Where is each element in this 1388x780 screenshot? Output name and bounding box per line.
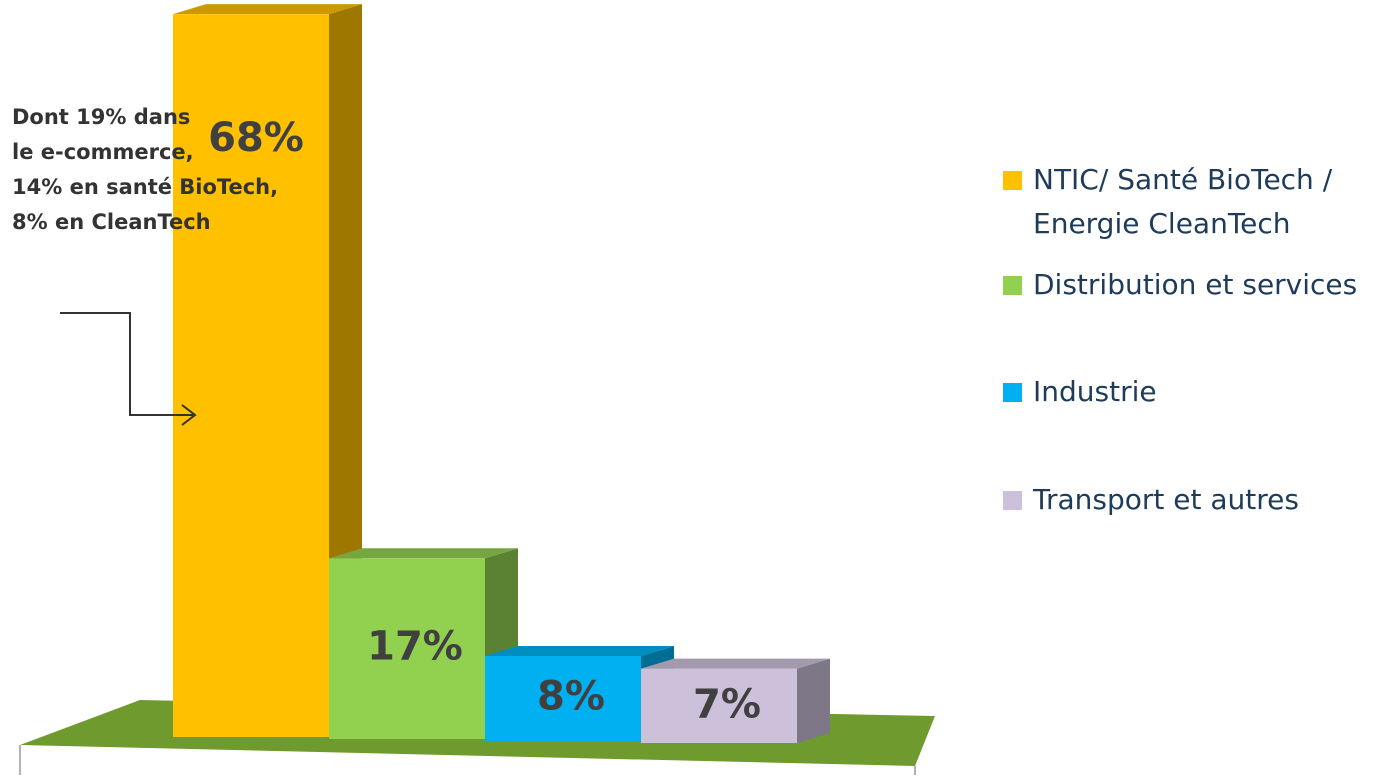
bar-top	[485, 645, 674, 656]
legend-label: Distribution et services	[1033, 268, 1358, 301]
legend-label: Transport et autres	[1033, 483, 1299, 516]
legend-label: NTIC/ Santé BioTech / Energie CleanTech	[1033, 163, 1333, 240]
legend-swatch	[1003, 383, 1022, 402]
legend-label: Industrie	[1033, 375, 1157, 408]
legend-swatch	[1003, 276, 1022, 295]
value-label: 7%	[693, 682, 761, 728]
annotation-line: 8% en CleanTech	[12, 210, 211, 234]
value-label: 17%	[367, 624, 463, 670]
bar-front	[173, 14, 329, 738]
bar-front	[329, 558, 485, 739]
legend-swatch	[1003, 491, 1022, 510]
bar-top	[329, 548, 518, 559]
annotation: Dont 19% dans le e-commerce, 14% en santé …	[12, 100, 278, 240]
legend-swatch	[1003, 171, 1022, 190]
annotation-line: 14% en santé BioTech,	[12, 175, 279, 199]
annotation-line: Dont 19% dans	[12, 105, 191, 129]
bar-front	[485, 655, 641, 741]
bar-side	[797, 658, 830, 743]
value-label: 68%	[208, 115, 304, 161]
value-labels: 68% 17% 8% 7%	[208, 115, 761, 728]
bar-top	[641, 658, 830, 669]
bar	[641, 658, 830, 743]
bars	[173, 4, 830, 743]
annotation-arrow	[60, 312, 197, 426]
annotation-line: le e-commerce,	[12, 140, 194, 164]
value-label: 8%	[537, 673, 605, 719]
bar-front	[641, 668, 797, 743]
bar-top	[173, 4, 362, 15]
